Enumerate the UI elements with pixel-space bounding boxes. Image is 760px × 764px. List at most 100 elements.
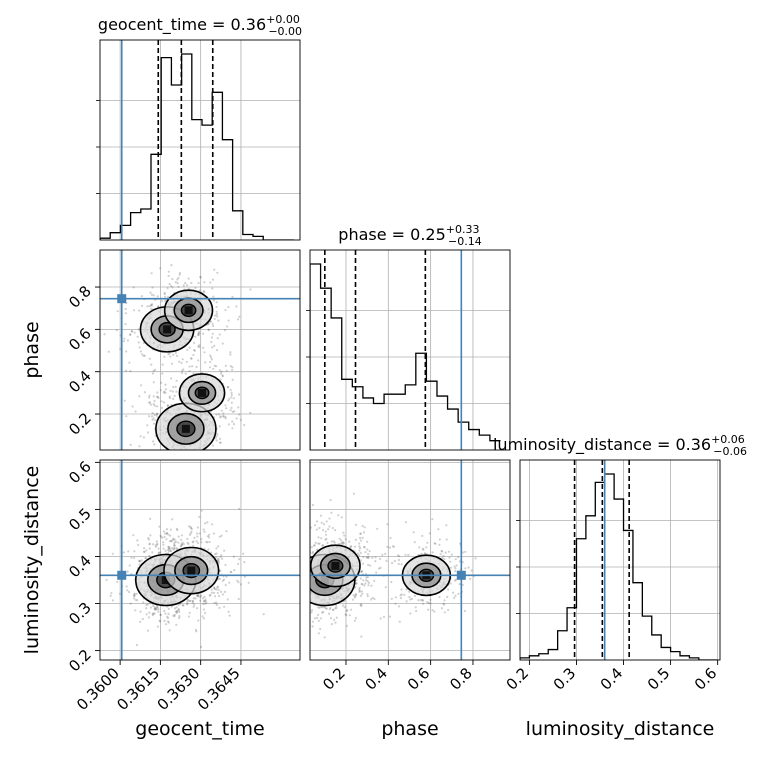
sample-point — [405, 600, 408, 603]
sample-point — [188, 599, 191, 603]
sample-point — [181, 604, 184, 607]
grid-geocent_time — [100, 40, 300, 240]
sample-point — [164, 388, 167, 391]
sample-point — [153, 612, 156, 615]
sample-point — [217, 413, 221, 416]
sample-point — [215, 603, 218, 606]
sample-point — [341, 541, 344, 544]
sample-point — [175, 606, 178, 609]
sample-point — [148, 394, 151, 397]
title-minus: −0.06 — [713, 445, 747, 458]
sample-point — [243, 423, 246, 427]
sample-point — [130, 330, 133, 333]
sample-point — [158, 619, 161, 622]
sample-point — [215, 301, 218, 304]
sample-point — [152, 417, 155, 420]
sample-point — [230, 393, 233, 396]
sample-point — [145, 549, 148, 552]
sample-point — [455, 578, 458, 581]
sample-point — [286, 578, 288, 580]
sample-point — [454, 558, 457, 561]
sample-point — [154, 419, 157, 422]
sample-point — [360, 604, 363, 607]
sample-point — [167, 353, 170, 356]
sample-point — [409, 598, 412, 601]
sample-point — [191, 452, 193, 454]
sample-point — [218, 333, 221, 336]
sample-point — [345, 614, 348, 617]
sample-point — [311, 625, 314, 628]
sample-point — [168, 396, 171, 400]
sample-point — [355, 582, 358, 585]
sample-point — [192, 605, 195, 608]
sample-point — [384, 586, 387, 589]
title-value: geocent_time — [98, 15, 207, 35]
sample-point — [211, 346, 214, 349]
y-tick-label-luminosity_distance: 0.5 — [65, 505, 95, 535]
sample-point — [150, 363, 153, 366]
sample-point — [306, 609, 308, 611]
sample-point — [167, 545, 170, 548]
sample-point — [231, 295, 234, 298]
sample-point — [224, 417, 227, 420]
sample-point — [455, 564, 458, 567]
sample-point — [160, 381, 163, 384]
sample-point — [153, 404, 156, 407]
sample-point — [230, 391, 233, 394]
sample-point — [198, 346, 201, 349]
sample-point — [360, 582, 363, 586]
sample-point — [391, 561, 394, 565]
sample-point — [177, 276, 180, 279]
sample-point — [205, 452, 207, 454]
sample-point — [173, 467, 175, 469]
sample-point — [166, 287, 169, 290]
sample-point — [138, 346, 141, 349]
sample-point — [332, 540, 335, 543]
sample-point — [216, 337, 219, 340]
sample-point — [274, 600, 276, 602]
sample-point — [302, 554, 304, 556]
sample-point — [126, 339, 129, 342]
sample-point — [410, 597, 414, 600]
sample-point — [197, 619, 200, 622]
x-tick-label-phase: 0.4 — [362, 664, 392, 694]
sample-point — [427, 608, 430, 611]
sample-point — [213, 268, 216, 271]
sample-point — [196, 594, 199, 597]
sample-point — [304, 600, 306, 602]
sample-point — [421, 534, 424, 538]
sample-point — [173, 546, 176, 550]
sample-point — [165, 528, 169, 531]
sample-point — [143, 547, 146, 550]
sample-point — [150, 415, 154, 418]
sample-point — [150, 304, 153, 307]
sample-point — [172, 548, 175, 551]
sample-point — [156, 395, 159, 398]
sample-point — [168, 540, 171, 543]
sample-point — [224, 308, 227, 312]
sample-point — [132, 594, 136, 598]
sample-point — [133, 556, 136, 560]
sample-point — [425, 546, 428, 549]
sample-point — [283, 626, 285, 628]
sample-point — [216, 591, 219, 595]
sample-point — [203, 595, 206, 599]
sample-point — [415, 609, 418, 613]
sample-point — [157, 305, 160, 308]
sample-point — [203, 600, 206, 603]
sample-point — [227, 319, 230, 322]
sample-point — [328, 612, 331, 615]
sample-point — [133, 592, 136, 595]
sample-point — [307, 560, 309, 562]
sample-point — [231, 368, 234, 371]
sample-point — [352, 492, 355, 495]
sample-point — [310, 609, 314, 612]
sample-point — [217, 558, 220, 561]
sample-point — [207, 322, 210, 325]
sample-point — [367, 556, 370, 560]
sample-point — [186, 284, 189, 287]
sample-point — [317, 613, 320, 617]
sample-point — [148, 547, 151, 550]
sample-point — [136, 335, 139, 338]
sample-point — [379, 566, 382, 570]
